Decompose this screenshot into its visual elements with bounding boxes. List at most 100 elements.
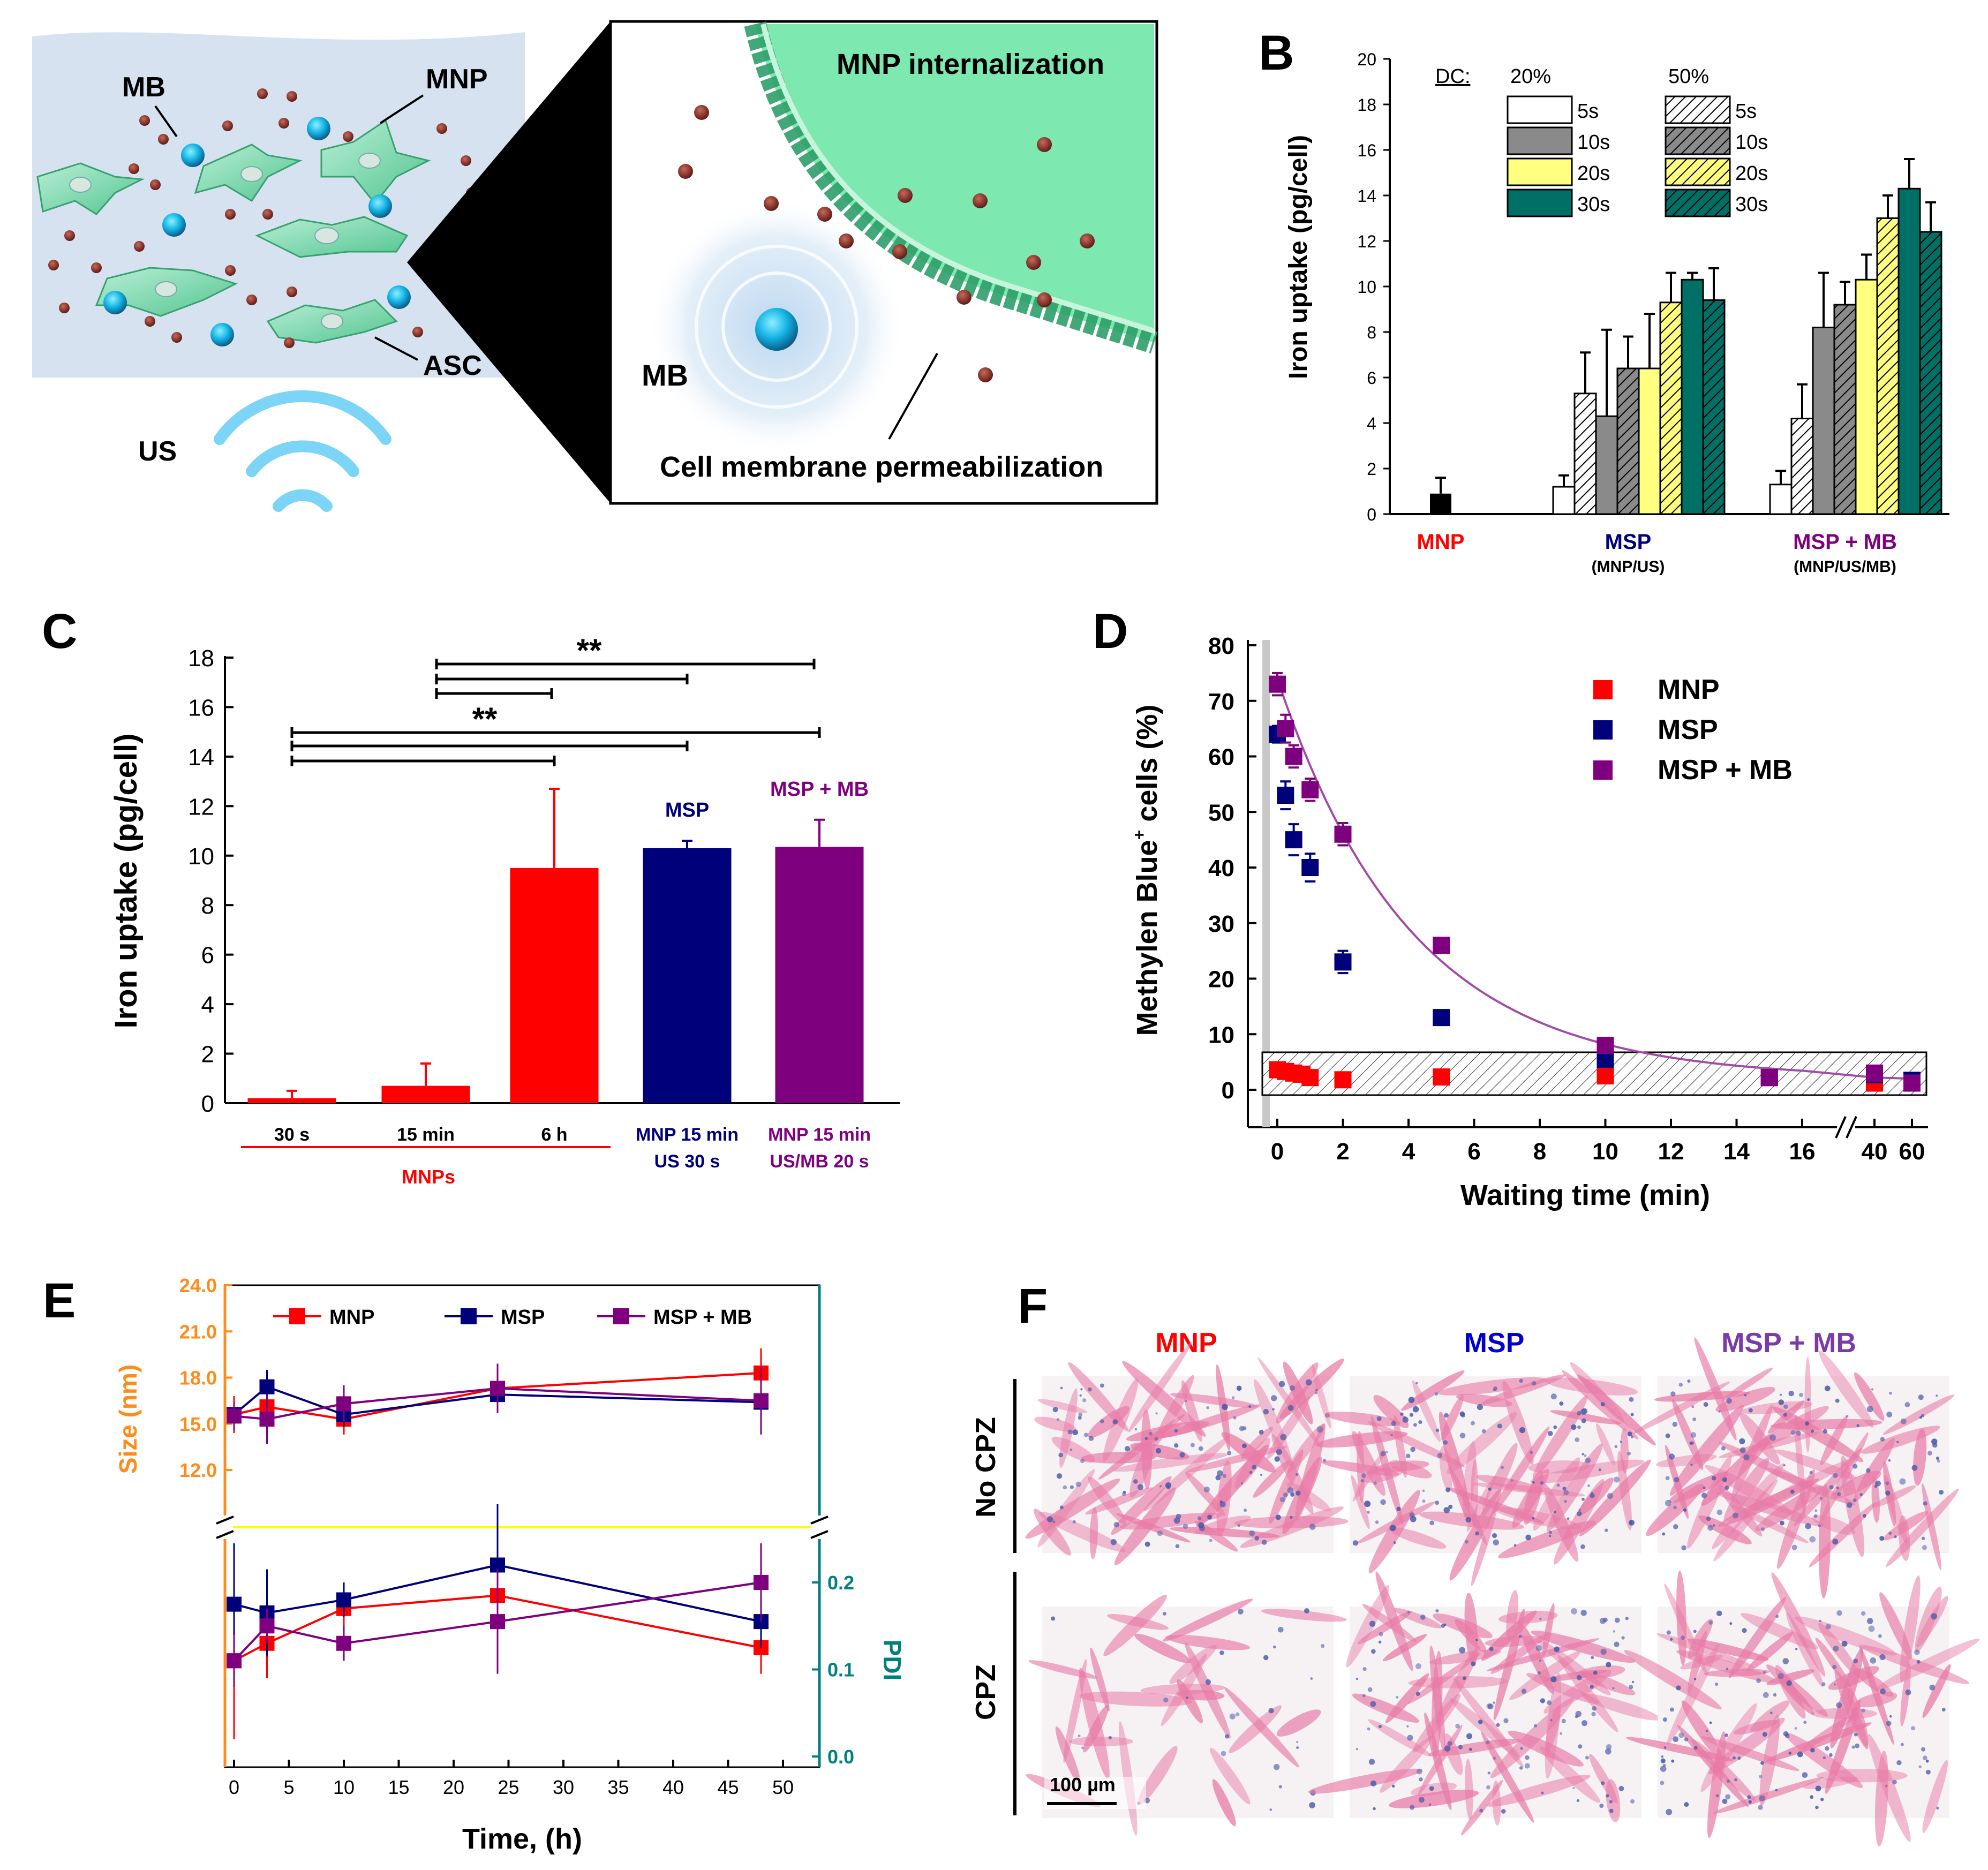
f-cell xyxy=(1456,1393,1512,1407)
f-iron-stain xyxy=(1080,1388,1083,1391)
b-legend-50: 50% xyxy=(1668,65,1709,88)
f-iron-stain xyxy=(1183,1524,1188,1529)
b-group-msp: MSP xyxy=(1605,530,1652,554)
f-iron-stain xyxy=(1760,1761,1764,1765)
f-iron-stain xyxy=(1809,1536,1816,1543)
panel-letter-e: E xyxy=(43,1273,76,1328)
f-cell xyxy=(1276,1709,1321,1737)
c-y-ticks: 0 2 4 6 8 10 12 14 16 18 xyxy=(188,645,234,1117)
e-xtick-label: 10 xyxy=(333,1776,355,1798)
f-iron-stain xyxy=(1692,1417,1697,1421)
f-iron-stain xyxy=(1533,1724,1538,1728)
b-bar xyxy=(1833,304,1857,515)
f-iron-stain xyxy=(1620,1441,1622,1443)
f-iron-stain xyxy=(1162,1611,1166,1616)
f-iron-stain xyxy=(1496,1723,1500,1727)
f-cell xyxy=(1698,1515,1752,1544)
f-iron-stain xyxy=(1287,1405,1294,1411)
c-bar xyxy=(775,847,864,1103)
f-iron-stain xyxy=(1532,1481,1535,1484)
f-iron-stain xyxy=(1786,1680,1792,1686)
f-iron-stain xyxy=(1669,1707,1674,1712)
f-iron-stain xyxy=(1492,1533,1497,1539)
f-cell xyxy=(1750,1700,1790,1732)
f-cell xyxy=(1680,1655,1723,1670)
c-significance-brackets xyxy=(290,659,821,766)
f-cell xyxy=(1312,1364,1331,1429)
f-iron-stain xyxy=(1416,1768,1422,1775)
cell-nuclei xyxy=(69,153,381,329)
f-cell xyxy=(1212,1779,1236,1827)
f-iron-stain xyxy=(1410,1446,1415,1452)
f-cell xyxy=(1196,1444,1269,1528)
e-ylabel-size: Size (nm) xyxy=(114,1364,142,1474)
f-iron-stain xyxy=(1788,1390,1794,1397)
d-legend-mnp: MNP xyxy=(1658,674,1720,705)
e-pdi-tick-label: 0.1 xyxy=(827,1659,854,1681)
f-iron-stain xyxy=(1272,1408,1275,1411)
f-iron-stain xyxy=(1598,1468,1601,1472)
f-cell xyxy=(1544,1669,1607,1682)
f-iron-stain xyxy=(1435,1428,1440,1432)
f-iron-stain xyxy=(1678,1732,1684,1738)
f-iron-stain xyxy=(1721,1446,1726,1451)
f-cell xyxy=(1460,1779,1503,1836)
f-cell xyxy=(1672,1399,1704,1471)
f-cell xyxy=(1828,1666,1879,1690)
b-bar xyxy=(1573,393,1597,515)
f-iron-stain xyxy=(1174,1443,1179,1448)
f-iron-stain xyxy=(1807,1398,1810,1401)
f-iron-stain xyxy=(1629,1521,1633,1524)
f-scalebar-label: 100 µm xyxy=(1050,1774,1116,1796)
f-cell xyxy=(1767,1400,1804,1434)
f-iron-stain xyxy=(1782,1658,1789,1664)
f-iron-stain xyxy=(1535,1645,1542,1652)
b-legend-50-30: 30s xyxy=(1735,193,1768,216)
f-iron-stain xyxy=(1896,1441,1899,1443)
f-iron-stain xyxy=(1899,1478,1906,1485)
f-iron-stain xyxy=(1581,1497,1585,1501)
f-iron-stain xyxy=(1791,1544,1797,1550)
f-iron-stain xyxy=(1296,1746,1299,1750)
b-group-mspmb: MSP + MB xyxy=(1793,530,1897,554)
b-bar xyxy=(1855,278,1878,515)
f-iron-stain xyxy=(1477,1404,1483,1411)
f-cell xyxy=(1471,1499,1498,1586)
f-cell xyxy=(1528,1460,1590,1474)
f-cell xyxy=(1519,1623,1554,1694)
f-cell xyxy=(1138,1746,1178,1805)
f-cell xyxy=(1134,1633,1191,1663)
f-iron-stain xyxy=(1673,1505,1677,1510)
f-cell xyxy=(1481,1443,1518,1517)
f-cell xyxy=(1055,1726,1081,1785)
f-iron-stain xyxy=(1486,1785,1490,1790)
d-point xyxy=(1334,825,1352,843)
f-row-nocpz: No CPZ xyxy=(970,1417,1001,1518)
f-cell xyxy=(1380,1736,1433,1793)
f-iron-stain xyxy=(1841,1640,1848,1647)
d-point xyxy=(1334,953,1352,971)
f-iron-stain xyxy=(1837,1492,1841,1496)
f-iron-stain xyxy=(1894,1535,1897,1539)
e-legend-mspmb: MSP + MB xyxy=(653,1306,752,1329)
d-axis-break-icon xyxy=(1835,1114,1857,1141)
f-cell xyxy=(1550,1410,1622,1424)
c-bar xyxy=(510,868,599,1103)
f-iron-stain xyxy=(1925,1759,1929,1763)
d-point xyxy=(1903,1074,1921,1092)
f-iron-stain xyxy=(1173,1517,1180,1524)
f-iron-stain xyxy=(1921,1747,1926,1752)
f-iron-stain xyxy=(1865,1468,1871,1473)
e-xtick-label: 0 xyxy=(229,1776,239,1798)
f-cell xyxy=(1063,1659,1087,1763)
d-xtick-label: 10 xyxy=(1592,1138,1618,1165)
f-iron-stain xyxy=(1060,1386,1063,1390)
f-iron-stain xyxy=(1673,1736,1679,1743)
f-iron-stain xyxy=(1576,1411,1582,1416)
f-iron-stain xyxy=(1443,1507,1450,1513)
f-iron-stain xyxy=(1582,1453,1584,1456)
d-ytick-label: 10 xyxy=(1208,1022,1234,1048)
f-iron-stain xyxy=(1561,1718,1566,1723)
f-iron-stain xyxy=(1819,1497,1823,1500)
f-iron-stain xyxy=(1518,1634,1523,1638)
